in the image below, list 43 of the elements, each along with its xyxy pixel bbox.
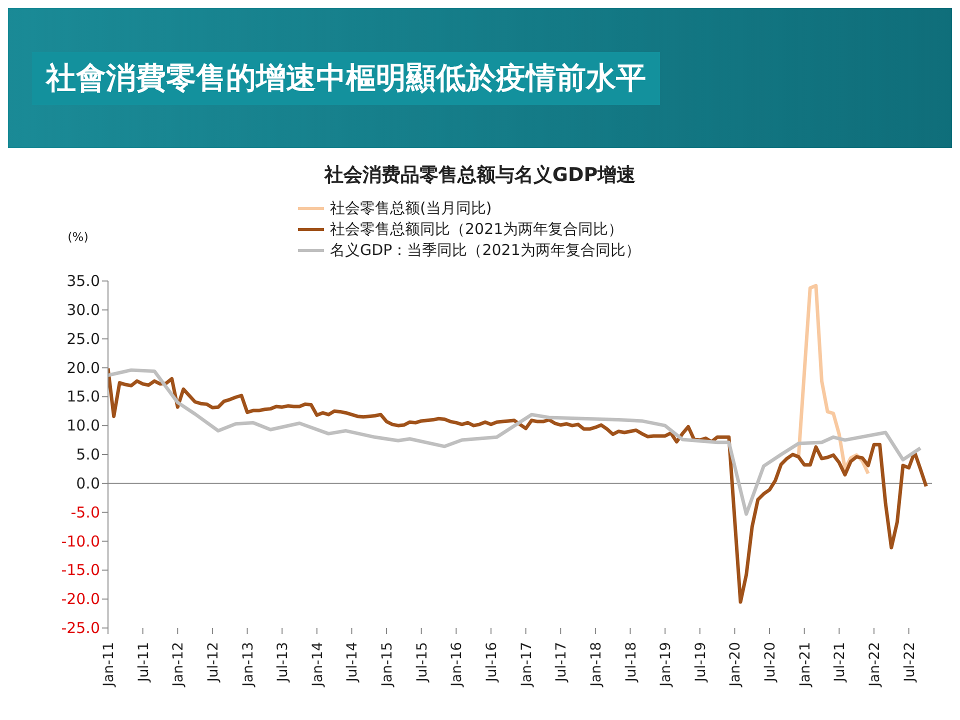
- x-tick-label: Jan-18: [588, 642, 604, 688]
- y-tick-label: 30.0: [66, 300, 100, 319]
- x-tick-label: Jul-17: [554, 642, 570, 683]
- x-tick-label: Jan-19: [658, 642, 674, 688]
- y-axis-title: (%): [68, 230, 88, 244]
- y-tick-label: -15.0: [61, 561, 100, 580]
- y-tick-label: 15.0: [66, 388, 100, 406]
- x-tick-label: Jan-11: [101, 642, 117, 688]
- x-tick-label: Jan-15: [380, 642, 396, 688]
- x-tick-label: Jul-19: [692, 642, 709, 683]
- x-tick-label: Jul-12: [205, 642, 222, 683]
- chart-title: 社會消費零售的增速中樞明顯低於疫情前水平: [32, 52, 660, 104]
- y-tick-label: 10.0: [66, 416, 100, 435]
- x-tick-label: Jul-21: [832, 642, 848, 683]
- x-tick-label: Jan-12: [170, 642, 187, 688]
- x-tick-label: Jan-20: [728, 642, 744, 688]
- x-tick-label: Jul-20: [762, 642, 779, 683]
- chart-subtitle: 社会消费品零售总额与名义GDP增速: [323, 163, 637, 188]
- x-tick-label: Jan-22: [866, 642, 883, 688]
- y-tick-label: 0.0: [76, 474, 100, 492]
- y-tick-label: 5.0: [76, 446, 100, 464]
- y-tick-label: -25.0: [61, 619, 100, 637]
- y-tick-label: -20.0: [61, 590, 100, 608]
- y-tick-label: -10.0: [61, 532, 100, 550]
- legend-label: 名义GDP：当季同比（2021为两年复合同比）: [330, 240, 640, 261]
- x-tick-label: Jul-16: [484, 642, 500, 683]
- x-tick-label: Jan-17: [518, 642, 535, 688]
- legend-label: 社会零售总额同比（2021为两年复合同比）: [330, 219, 624, 240]
- x-tick-label: Jan-13: [240, 642, 256, 688]
- y-tick-label: 25.0: [66, 330, 100, 348]
- legend-label: 社会零售总额(当月同比): [330, 198, 492, 219]
- x-tick-label: Jul-18: [623, 642, 640, 683]
- y-tick-label: -5.0: [70, 503, 100, 522]
- x-tick-label: Jul-11: [136, 642, 152, 683]
- x-tick-label: Jan-16: [449, 642, 466, 688]
- y-tick-label: 20.0: [66, 358, 100, 377]
- x-tick-label: Jul-22: [902, 642, 918, 683]
- x-tick-label: Jan-14: [310, 642, 326, 688]
- x-tick-label: Jan-21: [797, 642, 814, 688]
- y-tick-label: 35.0: [66, 272, 100, 290]
- x-tick-label: Jul-13: [275, 642, 292, 683]
- x-tick-label: Jul-15: [414, 642, 430, 683]
- x-tick-label: Jul-14: [344, 642, 361, 683]
